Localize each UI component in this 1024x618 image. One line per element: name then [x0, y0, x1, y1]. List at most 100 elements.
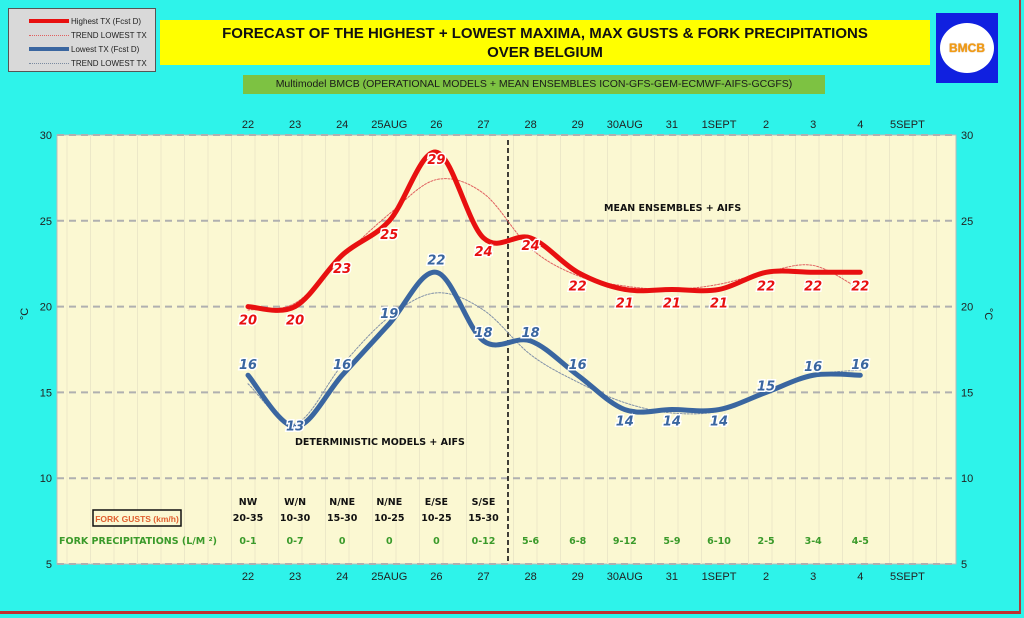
chart-subtitle: Multimodel BMCB (OPERATIONAL MODELS + ME…	[243, 75, 825, 94]
precip-value: 0-12	[472, 536, 496, 547]
precip-value: 0-7	[287, 536, 304, 547]
data-label-low: 14	[616, 415, 634, 430]
x-tick-label-bottom: 28	[524, 571, 536, 583]
x-tick-label-bottom: 24	[336, 571, 348, 583]
series-group	[245, 149, 863, 430]
chart-title: FORECAST OF THE HIGHEST + LOWEST MAXIMA,…	[160, 20, 930, 65]
x-tick-label-bottom: 4	[857, 571, 863, 583]
vertical-gridlines	[66, 135, 937, 564]
legend-label: TREND LOWEST TX	[71, 30, 147, 40]
legend-label: Lowest TX (Fcst D)	[71, 44, 140, 54]
x-tick-label-top: 23	[289, 119, 301, 131]
gusts-row: NW 20-35 W/N 10-30 N/NE 15-30 N/NE 10-25 E/SE 10-…	[233, 497, 499, 524]
precip-value: 6-8	[569, 536, 587, 547]
data-label-high: 21	[663, 296, 681, 311]
data-label-high: 20	[286, 314, 304, 329]
gust-direction: E/SE	[425, 497, 448, 508]
x-tick-label-top: 29	[572, 119, 584, 131]
y-tick-label-right: 5	[961, 559, 967, 571]
plot-area	[56, 134, 957, 565]
data-label-high: 20	[239, 314, 257, 329]
data-label-low: 13	[286, 420, 304, 435]
gusts-label-box	[92, 509, 182, 527]
gusts-label: FORK GUSTS (km/h)	[95, 514, 179, 524]
series-line-lowest	[245, 269, 863, 430]
precip-value: 0-1	[239, 536, 256, 547]
precip-value: 9-12	[613, 536, 637, 547]
x-tick-label-top: 27	[477, 119, 489, 131]
x-tick-label-top: 28	[524, 119, 536, 131]
x-tick-label-top: 31	[666, 119, 678, 131]
data-label-high: 22	[757, 279, 775, 294]
x-tick-label-bottom: 5SEPT	[890, 571, 925, 583]
y-tick-label-left: 5	[46, 559, 52, 571]
x-tick-label-top: 30AUG	[607, 119, 643, 131]
y-axis-right: 5 10 15 20 25 30	[961, 130, 973, 571]
x-tick-label-top: 5SEPT	[890, 119, 925, 131]
annotation-deterministic: DETERMINISTIC MODELS + AIFS	[295, 437, 465, 448]
data-label-low: 16	[804, 360, 822, 375]
x-tick-label-bottom: 29	[572, 571, 584, 583]
title-line-1: FORECAST OF THE HIGHEST + LOWEST MAXIMA,…	[222, 25, 868, 42]
x-tick-label-top: 2	[763, 119, 769, 131]
data-labels: 20 20 23 25 29 24 24 22 21 21 21 22 22 22 16 13 16 19 22 18…	[237, 152, 870, 437]
data-label-low: 22	[427, 253, 445, 268]
bmcb-logo: BMCB	[936, 13, 998, 83]
data-label-low: 16	[851, 358, 869, 373]
data-label-low: 15	[757, 379, 775, 394]
y-axis-title-right: °C	[982, 308, 994, 320]
legend-item-highest: Highest TX (Fcst D)	[29, 15, 141, 27]
title-line-2: OVER BELGIUM	[487, 44, 603, 61]
data-label-high: 25	[380, 228, 398, 243]
x-tick-label-bottom: 1SEPT	[702, 571, 737, 583]
y-tick-label-left: 10	[40, 473, 52, 485]
x-tick-label-bottom: 22	[242, 571, 254, 583]
data-label-low: 14	[663, 415, 681, 430]
precip-value: 3-4	[805, 536, 823, 547]
precip-value: 6-10	[707, 536, 731, 547]
y-tick-label-left: 20	[40, 302, 52, 314]
y-tick-label-right: 10	[961, 473, 973, 485]
precip-value: 0	[433, 536, 440, 547]
precip-value: 4-5	[852, 536, 869, 547]
data-label-low: 19	[380, 307, 398, 322]
gust-direction: NW	[239, 497, 258, 508]
precip-label: FORK PRECIPITATIONS (L/M ²)	[59, 536, 217, 547]
y-tick-label-right: 25	[961, 216, 973, 228]
horizontal-gridlines	[57, 134, 956, 565]
y-tick-label-right: 15	[961, 387, 973, 399]
annotation-mean-ensembles: MEAN ENSEMBLES + AIFS	[604, 203, 741, 214]
y-tick-label-left: 15	[40, 387, 52, 399]
data-label-low: 16	[333, 358, 351, 373]
legend-item-trend-low: TREND LOWEST TX	[29, 57, 147, 69]
x-tick-label-bottom: 25AUG	[371, 571, 407, 583]
gust-direction: N/NE	[329, 497, 355, 508]
gust-direction: N/NE	[376, 497, 402, 508]
gust-range: 10-25	[374, 513, 404, 524]
y-axis-title-left: °C	[19, 308, 31, 320]
gust-range: 10-25	[421, 513, 451, 524]
gust-range: 20-35	[233, 513, 263, 524]
data-label-high: 21	[710, 296, 728, 311]
x-tick-label-top: 22	[242, 119, 254, 131]
x-tick-label-bottom: 30AUG	[607, 571, 643, 583]
x-tick-label-top: 24	[336, 119, 348, 131]
x-tick-label-top: 1SEPT	[702, 119, 737, 131]
gust-range: 15-30	[327, 513, 358, 524]
legend-swatch	[29, 47, 69, 51]
gust-direction: W/N	[284, 497, 306, 508]
data-label-high: 22	[804, 279, 822, 294]
data-label-high: 22	[851, 279, 869, 294]
data-label-low: 16	[569, 358, 587, 373]
legend-label: Highest TX (Fcst D)	[71, 16, 142, 26]
data-label-low: 14	[710, 415, 728, 430]
legend-swatch	[29, 34, 69, 36]
data-label-high: 24	[522, 239, 540, 254]
series-line-highest	[245, 149, 863, 313]
x-tick-label-bottom: 31	[666, 571, 678, 583]
legend-label: TREND LOWEST TX	[71, 58, 147, 68]
y-tick-label-right: 20	[961, 302, 973, 314]
x-tick-label-top: 4	[857, 119, 863, 131]
x-tick-label-bottom: 3	[810, 571, 816, 583]
